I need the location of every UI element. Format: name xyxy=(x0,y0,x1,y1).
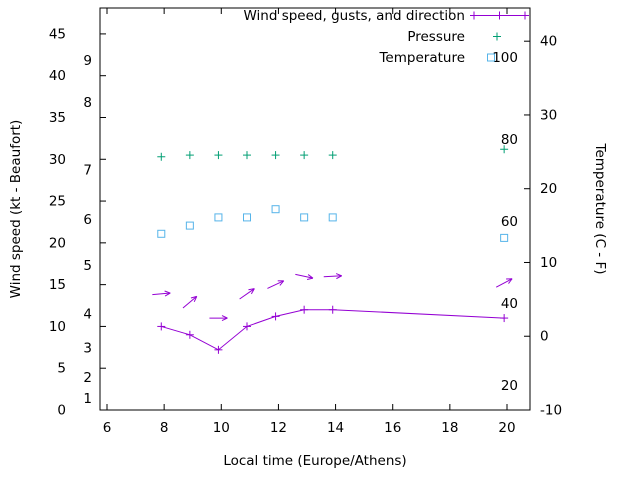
fahrenheit-inner-label: 100 xyxy=(492,50,518,66)
kt-tick-label: 45 xyxy=(49,26,66,42)
beaufort-tick-label: 5 xyxy=(83,258,92,274)
temperature-series xyxy=(157,205,509,242)
beaufort-tick-label: 8 xyxy=(83,95,92,111)
wind-speed-line xyxy=(161,309,505,351)
fahrenheit-inner-label: 40 xyxy=(501,296,518,312)
pressure-series xyxy=(157,145,509,161)
beaufort-tick-label: 6 xyxy=(83,212,92,228)
fahrenheit-inner-label: 80 xyxy=(501,132,518,148)
celsius-tick-label: 20 xyxy=(540,181,557,197)
kt-tick-label: 20 xyxy=(49,235,66,251)
celsius-tick-label: 0 xyxy=(540,329,549,345)
x-tick-label: 10 xyxy=(213,420,230,436)
wind-series xyxy=(152,273,513,354)
celsius-tick-label: 10 xyxy=(540,255,557,271)
beaufort-tick-label: 3 xyxy=(83,341,92,357)
beaufort-tick-label: 9 xyxy=(83,53,92,69)
x-tick-label: 20 xyxy=(498,420,515,436)
kt-tick-label: 0 xyxy=(57,403,66,419)
x-tick-label: 18 xyxy=(441,420,458,436)
celsius-tick-label: 40 xyxy=(540,34,557,50)
kt-tick-label: 10 xyxy=(49,319,66,335)
kt-tick-label: 30 xyxy=(49,152,66,168)
axes: 6 8 10 12 14 16 18 2005101520253035404512345678… xyxy=(49,7,562,436)
celsius-tick-label: -10 xyxy=(540,403,562,419)
fahrenheit-inner-label: 60 xyxy=(501,214,518,230)
legend-label: Temperature xyxy=(378,50,465,66)
kt-tick-label: 25 xyxy=(49,194,66,210)
kt-tick-label: 15 xyxy=(49,277,66,293)
x-tick-label: 16 xyxy=(384,420,401,436)
y-left-axis-title: Wind speed (kt - Beaufort) xyxy=(8,119,24,299)
legend-label: Pressure xyxy=(407,29,465,45)
plot-border xyxy=(99,7,531,411)
x-tick-label: 12 xyxy=(270,420,287,436)
kt-tick-label: 5 xyxy=(57,361,66,377)
y-right-axis-title: Temperature (C - F) xyxy=(592,143,608,275)
celsius-tick-label: 30 xyxy=(540,107,557,123)
kt-tick-label: 40 xyxy=(49,68,66,84)
x-axis-title: Local time (Europe/Athens) xyxy=(223,453,407,469)
beaufort-tick-label: 7 xyxy=(83,163,92,179)
beaufort-tick-label: 4 xyxy=(83,306,92,322)
legend-label: Wind speed, gusts, and direction xyxy=(243,8,465,24)
fahrenheit-inner-label: 20 xyxy=(501,378,518,394)
kt-tick-label: 35 xyxy=(49,110,66,126)
x-tick-label: 6 xyxy=(103,420,112,436)
beaufort-tick-label: 2 xyxy=(83,370,92,386)
x-tick-label: 8 xyxy=(160,420,169,436)
x-tick-label: 14 xyxy=(327,420,344,436)
beaufort-tick-label: 1 xyxy=(83,391,92,407)
legend: Wind speed, gusts, and direction Pressure… xyxy=(243,8,529,66)
